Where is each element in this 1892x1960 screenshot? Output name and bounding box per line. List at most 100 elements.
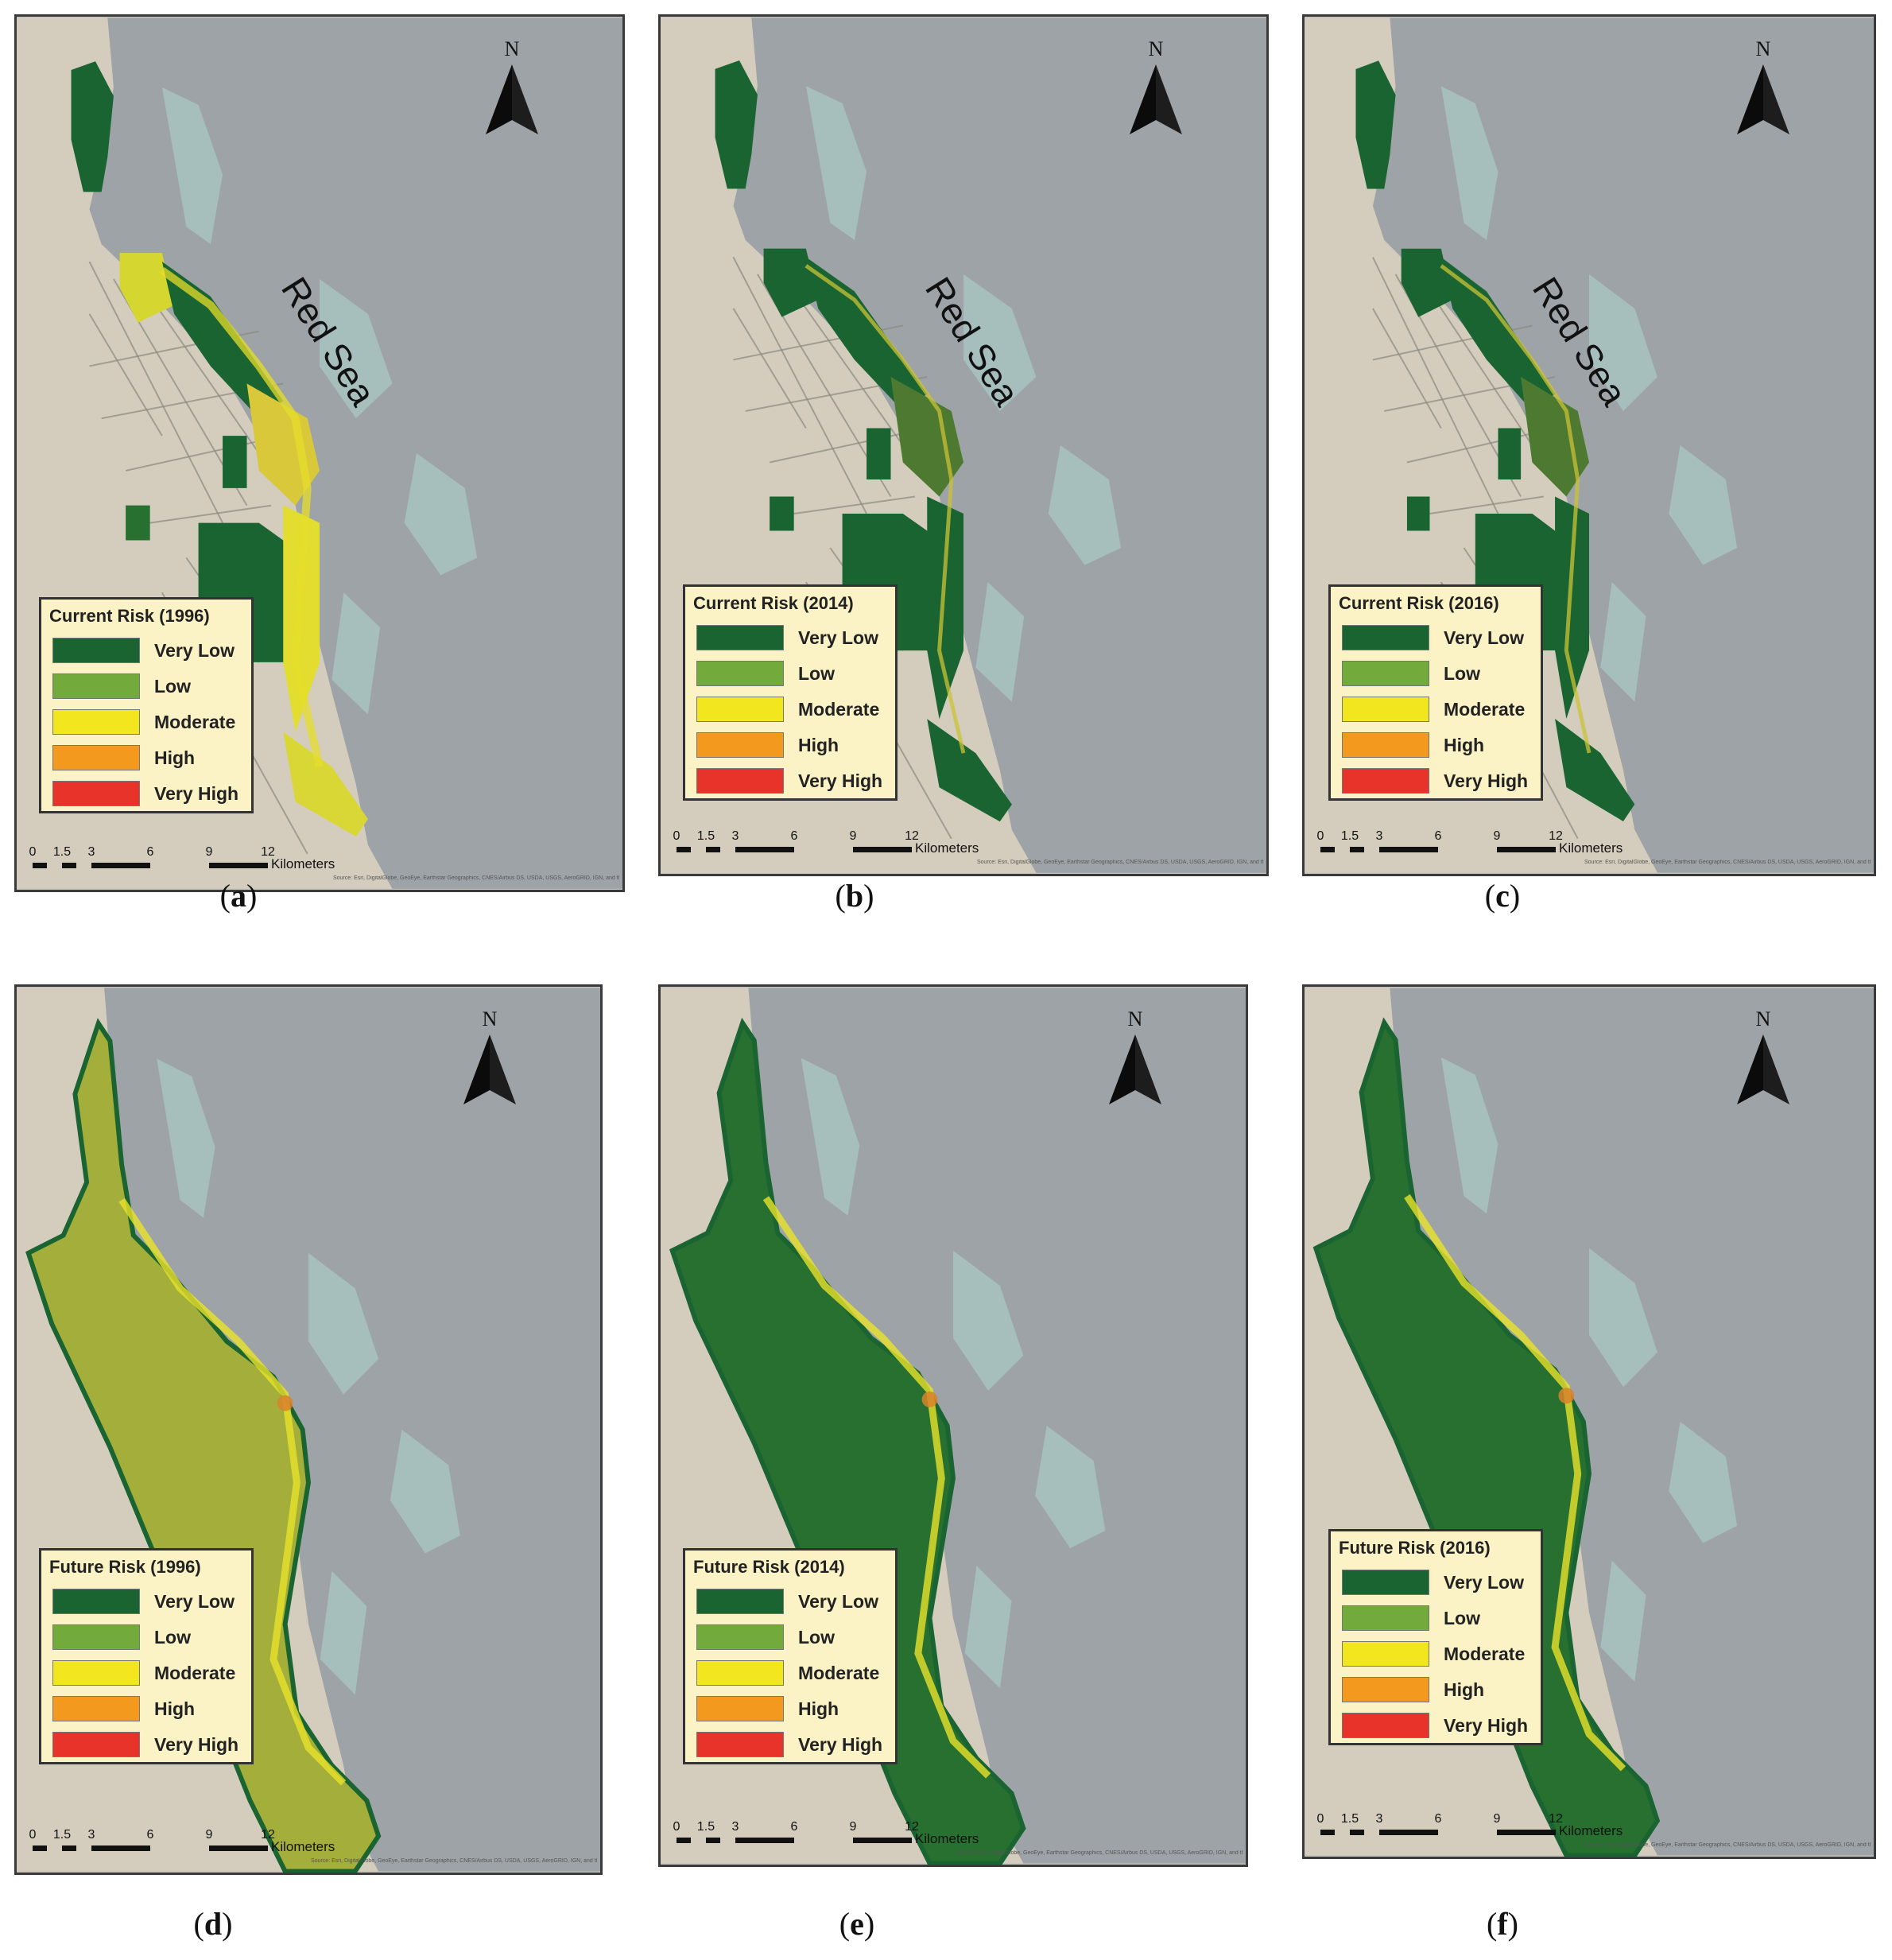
legend-item: High: [1342, 732, 1549, 758]
scale-tick-label: 3: [87, 845, 95, 859]
scale-tick-label: 12: [261, 1828, 275, 1842]
legend-item: High: [696, 1696, 903, 1721]
north-arrow: N: [462, 1007, 518, 1104]
legend-swatch: [1342, 1605, 1429, 1631]
risk-zone: [1440, 257, 1556, 411]
legend-item: Low: [696, 661, 903, 686]
coastal-moderate-risk: [1440, 264, 1592, 754]
legend-label: High: [1444, 1679, 1485, 1700]
legend-swatch: [696, 1589, 784, 1614]
scale-bar-segment: [1320, 1830, 1335, 1835]
legend-label: Moderate: [154, 712, 236, 732]
legend-swatch: [52, 1624, 140, 1650]
risk-zone: [1521, 377, 1589, 497]
reef-area: [320, 1570, 367, 1695]
scale-tick-label: 0: [29, 845, 37, 859]
north-arrow: N: [1735, 1007, 1791, 1104]
map-panel-e: N Future Risk (2014) Very Low Low Moderate Hi…: [658, 984, 1248, 1867]
legend-label: Very Low: [154, 640, 235, 661]
coastal-moderate-risk: [1404, 1193, 1626, 1772]
scale-bar-segment: [33, 1846, 47, 1851]
caption-letter: f: [1497, 1906, 1508, 1942]
risk-zone: [770, 496, 794, 531]
legend-item: Very High: [696, 1732, 903, 1757]
legend-label: Moderate: [1444, 1644, 1526, 1664]
road-line: [1372, 308, 1442, 429]
legend-swatch: [52, 745, 140, 770]
north-arrow-icon: [1109, 1034, 1161, 1104]
satellite-basemap: [1305, 17, 1874, 873]
scale-bar-segment: [91, 1846, 150, 1851]
scale-bar-segment: [677, 1838, 691, 1843]
scale-tick-label: 9: [849, 829, 857, 843]
legend-swatch: [52, 1660, 140, 1686]
scale-tick-label: 6: [1434, 1812, 1442, 1826]
reef-area: [1600, 581, 1646, 702]
road-line: [149, 504, 272, 524]
road-line: [732, 308, 807, 429]
legend-title: Future Risk (1996): [49, 1557, 201, 1577]
risk-zone: [927, 496, 963, 720]
risk-zone: [161, 261, 284, 419]
north-arrow: N: [484, 37, 540, 134]
legend-item: High: [696, 732, 903, 758]
caption-letter: a: [231, 878, 246, 914]
reef-area: [1669, 1422, 1738, 1543]
reef-area: [975, 582, 1025, 702]
legend-label: Moderate: [798, 1663, 880, 1683]
panel-caption-e: (e): [839, 1906, 875, 1942]
road-line: [1429, 495, 1544, 514]
legend-swatch: [696, 625, 784, 650]
basemap-credit: Source: Esri, DigitalGlobe, GeoEye, Eart…: [1584, 1842, 1871, 1848]
sea-area: [661, 988, 1246, 1864]
legend-swatch: [1342, 1641, 1429, 1667]
scale-bar-segment: [677, 847, 691, 852]
legend-label: High: [798, 1698, 839, 1719]
scale-tick-label: 1.5: [1340, 829, 1359, 843]
risk-zone: [763, 248, 819, 317]
legend-title: Current Risk (1996): [49, 606, 210, 626]
legend-label: High: [1444, 735, 1485, 755]
north-label: N: [1127, 1007, 1143, 1030]
scale-bar-segment: [91, 863, 150, 868]
sea-area: [1305, 17, 1874, 873]
legend: Future Risk (1996) Very Low Low Moderate Hig…: [39, 1548, 254, 1764]
scale-tick-label: 1.5: [1340, 1812, 1359, 1826]
scale-tick-label: 3: [87, 1828, 95, 1842]
caption-letter: c: [1495, 878, 1510, 914]
scale-bar-segment: [735, 847, 794, 852]
scale-bar-segment: [706, 1838, 720, 1843]
basemap-credit: Source: Esri, DigitalGlobe, GeoEye, Eart…: [311, 1858, 597, 1864]
scale-tick-label: 12: [905, 1820, 919, 1834]
reef-area: [161, 87, 223, 245]
legend-label: Moderate: [154, 1663, 236, 1683]
caption-letter: d: [204, 1906, 223, 1942]
sea-area: [661, 17, 1266, 873]
legend-item: Moderate: [52, 1660, 259, 1686]
legend-label: Very High: [798, 770, 883, 791]
legend-swatch: [1342, 661, 1429, 686]
risk-zone: [223, 436, 247, 488]
scale-tick-label: 0: [673, 1820, 680, 1834]
scale-tick-label: 0: [1316, 829, 1324, 843]
legend-item: Low: [52, 1624, 259, 1650]
scale-bar: 0 1.5 3 6 9 12 Kilometers: [673, 1820, 1026, 1852]
legend-item: Moderate: [696, 1660, 903, 1686]
scale-tick-label: 9: [1493, 829, 1501, 843]
scale-tick-label: 9: [205, 1828, 213, 1842]
legend-label: Low: [154, 1627, 191, 1648]
legend-item: Very Low: [696, 1589, 903, 1614]
legend-swatch: [696, 661, 784, 686]
panel-caption-a: (a): [219, 878, 258, 914]
legend-swatch: [1342, 1570, 1429, 1595]
scale-bar-segment: [33, 863, 47, 868]
north-label: N: [1148, 37, 1164, 60]
risk-zone: [1355, 60, 1396, 189]
legend-swatch: [696, 697, 784, 722]
reef-area: [320, 278, 393, 419]
risk-zone: [867, 428, 891, 480]
risk-zone: [126, 505, 150, 541]
legend-swatch: [52, 673, 140, 699]
road-line: [732, 256, 867, 514]
risk-zone: [715, 60, 758, 189]
